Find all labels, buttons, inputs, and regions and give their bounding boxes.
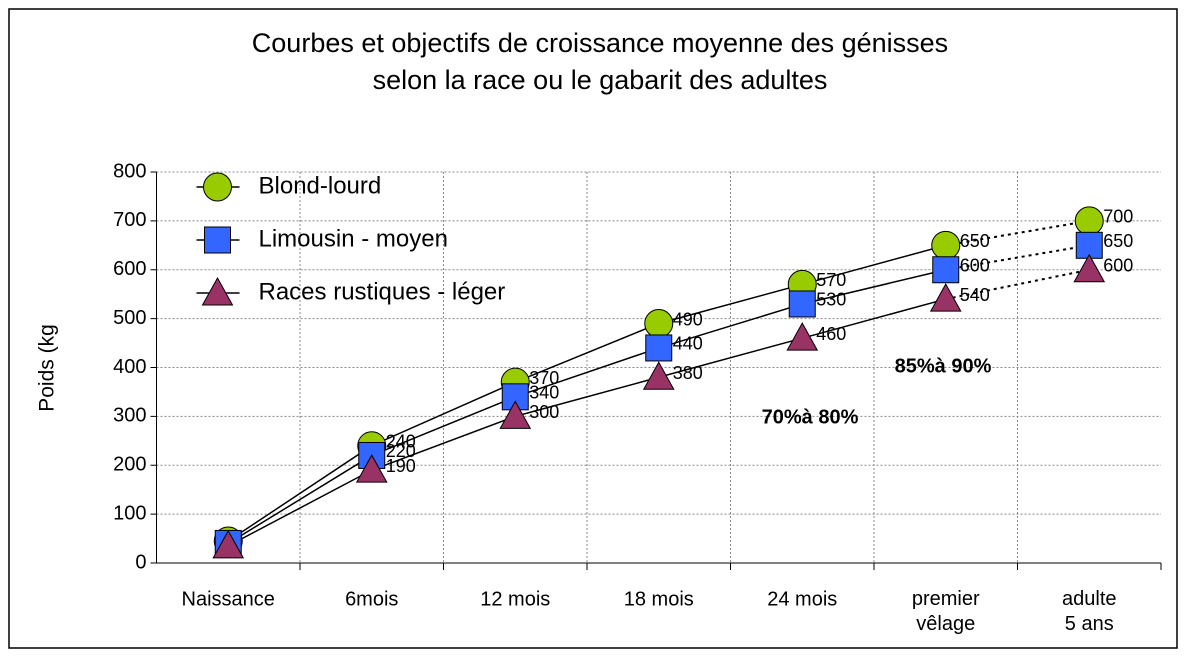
data-label: 220 [386, 441, 416, 461]
series-line [227, 244, 946, 542]
data-label: 240 [386, 431, 416, 451]
y-axis-label: Poids (kg [36, 324, 59, 412]
data-label: 570 [816, 270, 846, 290]
y-tick-label: 700 [113, 209, 146, 231]
marker [355, 454, 388, 483]
y-tick-label: 500 [113, 307, 146, 329]
data-label: 530 [816, 290, 846, 310]
legend-marker [201, 276, 234, 306]
series-line-dotted [945, 219, 1090, 247]
x-tick-label: 18 mois [624, 588, 694, 610]
data-label: 300 [529, 402, 559, 422]
marker [929, 283, 962, 312]
y-tick-label: 800 [113, 160, 146, 182]
marker [642, 361, 675, 390]
marker [1075, 231, 1103, 259]
x-tick-label: premier vêlage [912, 588, 980, 635]
x-tick-label: 12 mois [480, 588, 550, 610]
marker [499, 400, 532, 429]
marker [788, 290, 816, 318]
legend-marker [204, 226, 231, 254]
marker [1074, 206, 1104, 236]
y-tick-label: 600 [113, 258, 146, 280]
annotation: 70%à 80% [762, 406, 859, 428]
marker [644, 309, 674, 339]
data-label: 440 [673, 334, 703, 354]
data-label: 700 [1103, 207, 1133, 227]
chart-title: Courbes et objectifs de croissance moyen… [252, 28, 948, 58]
chart-title: selon la race ou le gabarit des adultes [373, 65, 828, 95]
data-label: 650 [1103, 231, 1133, 251]
chart-frame [8, 8, 1178, 649]
y-tick-label: 0 [135, 551, 146, 573]
data-label: 190 [386, 456, 416, 476]
series-line [227, 269, 946, 545]
x-tick-label: 24 mois [767, 588, 837, 610]
y-tick-label: 200 [113, 454, 146, 476]
data-label: 380 [673, 363, 703, 383]
y-tick-label: 400 [113, 356, 146, 378]
x-tick-label: 6mois [345, 588, 398, 610]
legend-label: Limousin - moyen [259, 225, 448, 252]
data-label: 370 [529, 368, 559, 388]
y-tick-label: 100 [113, 502, 146, 524]
series-line-dotted [945, 244, 1090, 271]
marker [645, 334, 673, 362]
legend-marker [203, 172, 232, 202]
legend-label: Races rustiques - léger [259, 278, 506, 305]
marker [1073, 253, 1106, 283]
marker [932, 256, 960, 284]
marker [786, 322, 819, 351]
data-label: 540 [960, 285, 990, 305]
data-label: 460 [816, 324, 846, 344]
data-label: 600 [1103, 256, 1133, 276]
marker [212, 529, 245, 559]
x-tick-label: adulte 5 ans [1062, 588, 1117, 635]
y-tick-label: 300 [113, 405, 146, 427]
data-label: 490 [673, 309, 703, 329]
x-tick-label: Naissance [182, 588, 275, 610]
data-label: 600 [960, 256, 990, 276]
legend-label: Blond-lourd [259, 172, 382, 199]
marker [931, 230, 961, 260]
data-label: 650 [960, 231, 990, 251]
series-line [227, 298, 946, 547]
annotation: 85%à 90% [895, 355, 992, 377]
data-label: 340 [529, 383, 559, 403]
